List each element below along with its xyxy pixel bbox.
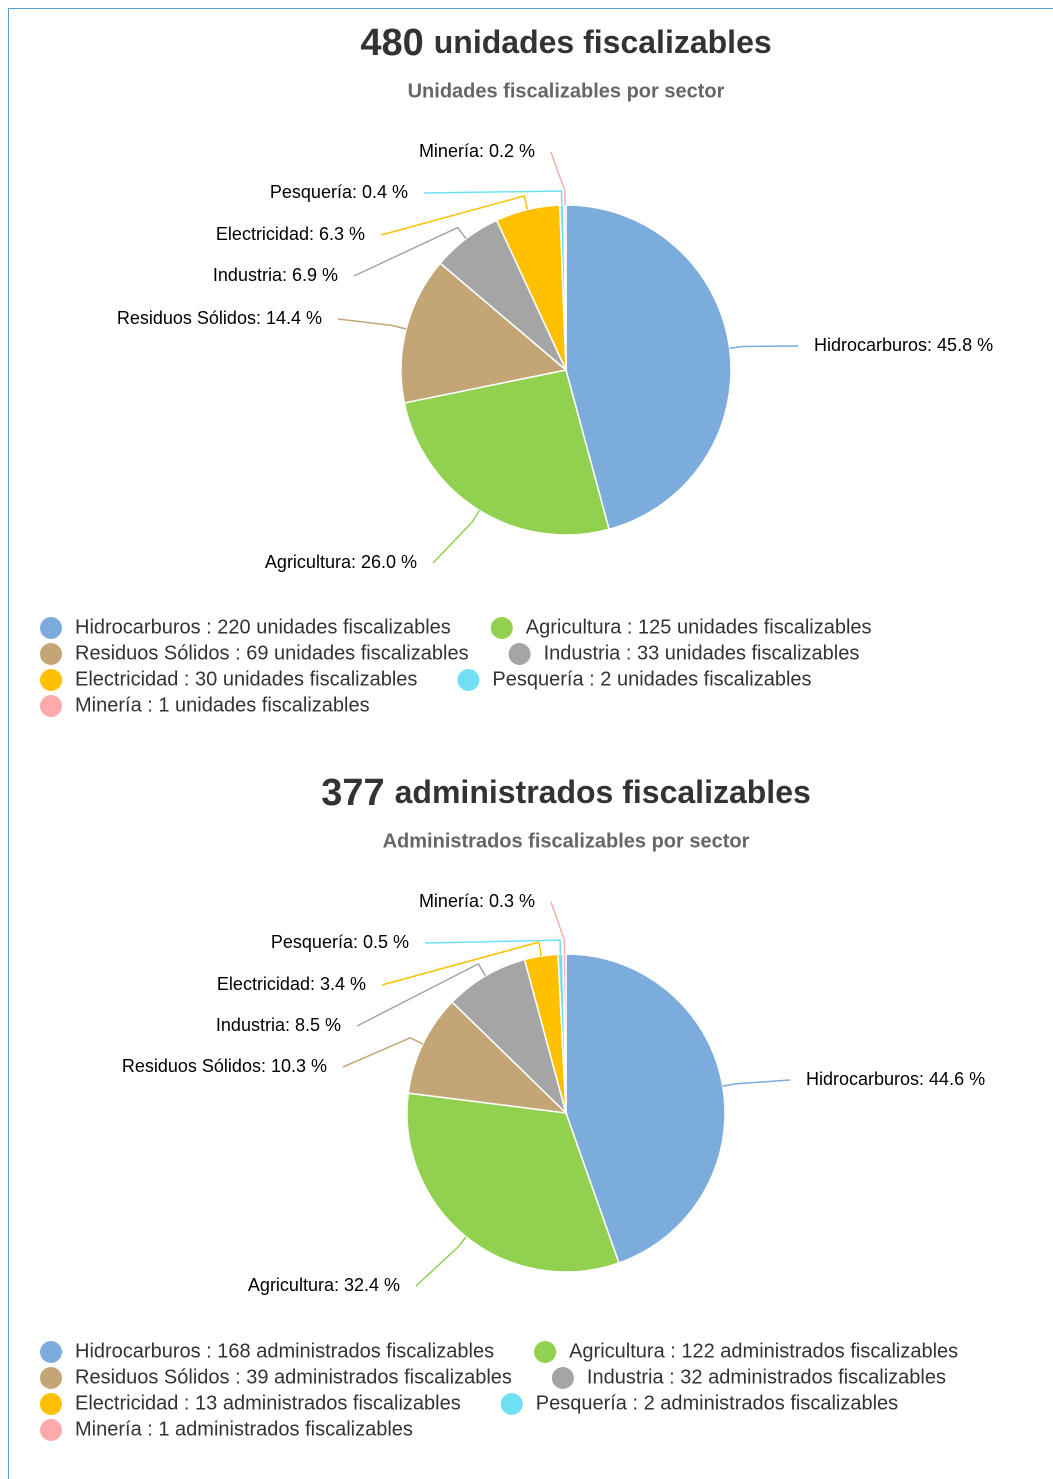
legend-symbol: [457, 669, 480, 691]
legend-label: Agricultura : 122 administrados fiscaliz…: [569, 1340, 958, 1362]
connector: [381, 941, 542, 986]
legend-symbol: [534, 1341, 557, 1363]
pie-slice: [565, 204, 732, 531]
connector: [380, 195, 529, 236]
legend-label: Agricultura : 125 unidades fiscalizables: [526, 616, 872, 638]
title-text: unidades fiscalizables: [434, 24, 772, 60]
legend-item: Electricidad : 13 administrados fiscaliz…: [40, 1392, 461, 1415]
legend-symbol: [490, 617, 513, 639]
connector: [342, 1037, 424, 1068]
legend-label: Electricidad : 13 administrados fiscaliz…: [75, 1392, 461, 1414]
legend-item: Pesquería : 2 unidades fiscalizables: [457, 668, 812, 691]
data-label: Electricidad: 6.3 %: [216, 224, 365, 244]
legend-symbol: [551, 1367, 574, 1389]
chart-title: 480 unidades fiscalizables: [360, 22, 771, 64]
legend-symbol: [508, 643, 531, 665]
frame: [8, 8, 1053, 1479]
legend-label: Industria : 33 unidades fiscalizables: [544, 642, 860, 664]
legend-label: Minería : 1 unidades fiscalizables: [75, 694, 370, 716]
data-label: Minería: 0.2 %: [419, 141, 535, 161]
connector: [432, 510, 480, 564]
data-label: Pesquería: 0.4 %: [270, 182, 408, 202]
legend-label: Industria : 32 administrados fiscalizabl…: [587, 1366, 946, 1388]
connector: [722, 1079, 791, 1087]
connector: [424, 939, 562, 955]
legend-item: Industria : 33 unidades fiscalizables: [508, 642, 860, 665]
connector: [356, 962, 487, 1027]
legend-item: Residuos Sólidos : 69 unidades fiscaliza…: [40, 642, 469, 665]
pie-chart: 480 unidades fiscalizables Unidades fiscal…: [40, 22, 993, 717]
legend-label: Minería : 1 administrados fiscalizables: [75, 1418, 413, 1440]
title-number: 480: [360, 22, 423, 64]
data-label: Electricidad: 3.4 %: [217, 974, 366, 994]
legend-symbol: [40, 1367, 62, 1389]
connector: [550, 901, 566, 955]
legend-symbol: [40, 695, 62, 717]
legend-symbol: [500, 1393, 523, 1415]
legend-label: Electricidad : 30 unidades fiscalizables: [75, 668, 417, 690]
connector: [729, 345, 799, 350]
pie-slice: [406, 1092, 620, 1273]
data-label: Agricultura: 32.4 %: [248, 1275, 400, 1295]
legend-item: Industria : 32 administrados fiscalizabl…: [551, 1366, 946, 1389]
legend-item: Pesquería : 2 administrados fiscalizable…: [500, 1392, 898, 1415]
legend-symbol: [40, 643, 62, 665]
pie-slice: [563, 204, 567, 371]
legend-label: Hidrocarburos : 220 unidades fiscalizabl…: [75, 616, 451, 638]
title-number: 377: [321, 772, 384, 814]
connector: [415, 1236, 467, 1287]
legend-symbol: [40, 1419, 62, 1441]
data-label: Hidrocarburos: 44.6 %: [806, 1069, 985, 1089]
connector: [423, 190, 563, 206]
data-label: Industria: 6.9 %: [213, 265, 338, 285]
legend-item: Hidrocarburos : 168 administrados fiscal…: [40, 1340, 494, 1363]
chart-subtitle: Administrados fiscalizables por sector: [383, 830, 750, 852]
legend-item: Hidrocarburos : 220 unidades fiscalizabl…: [40, 616, 451, 639]
data-label: Minería: 0.3 %: [419, 891, 535, 911]
connector: [550, 151, 566, 206]
legend-item: Residuos Sólidos : 39 administrados fisc…: [40, 1366, 512, 1389]
legend-item: Minería : 1 administrados fiscalizables: [40, 1418, 413, 1441]
title-text: administrados fiscalizables: [395, 774, 811, 810]
legend-symbol: [40, 1341, 62, 1363]
legend-symbol: [40, 1393, 62, 1415]
legend-item: Agricultura : 122 administrados fiscaliz…: [534, 1340, 958, 1363]
connector: [353, 226, 467, 277]
legend-label: Pesquería : 2 unidades fiscalizables: [492, 668, 811, 690]
chart-subtitle: Unidades fiscalizables por sector: [408, 80, 725, 102]
legend-item: Minería : 1 unidades fiscalizables: [40, 694, 370, 717]
legend-label: Residuos Sólidos : 69 unidades fiscaliza…: [75, 642, 469, 664]
connector: [337, 318, 407, 330]
legend-label: Pesquería : 2 administrados fiscalizable…: [536, 1392, 898, 1414]
data-label: Pesquería: 0.5 %: [271, 932, 409, 952]
pie-chart: 377 administrados fiscalizables Administra…: [40, 772, 985, 1441]
pie-slice: [400, 262, 568, 404]
legend-symbol: [40, 669, 62, 691]
pie-slice: [565, 953, 726, 1264]
legend-label: Hidrocarburos : 168 administrados fiscal…: [75, 1340, 494, 1362]
chart-title: 377 administrados fiscalizables: [321, 772, 811, 814]
data-label: Industria: 8.5 %: [216, 1015, 341, 1035]
data-label: Residuos Sólidos: 10.3 %: [122, 1056, 327, 1076]
legend-symbol: [40, 617, 62, 639]
legend-item: Agricultura : 125 unidades fiscalizables: [490, 616, 872, 639]
data-label: Agricultura: 26.0 %: [265, 552, 417, 572]
pie-slice: [403, 369, 610, 536]
data-label: Hidrocarburos: 45.8 %: [814, 335, 993, 355]
legend-item: Electricidad : 30 unidades fiscalizables: [40, 668, 417, 691]
legend-label: Residuos Sólidos : 39 administrados fisc…: [75, 1366, 512, 1388]
pie-slice: [451, 958, 568, 1116]
data-label: Residuos Sólidos: 14.4 %: [117, 308, 322, 328]
